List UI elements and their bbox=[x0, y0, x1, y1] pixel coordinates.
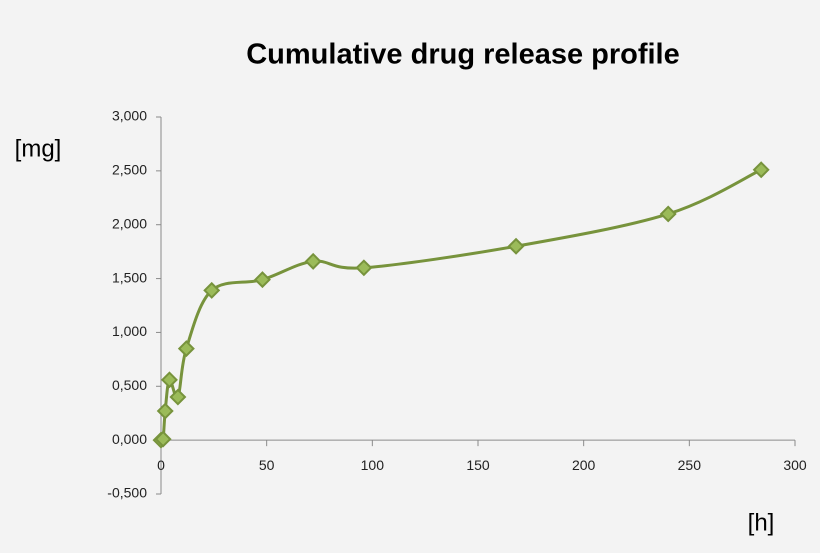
y-tick-label: 1,500 bbox=[112, 269, 147, 285]
y-tick-label: 2,000 bbox=[112, 215, 147, 231]
data-point bbox=[156, 402, 174, 420]
x-tick-label: 250 bbox=[678, 457, 702, 473]
chart-title: Cumulative drug release profile bbox=[246, 39, 680, 71]
data-point bbox=[169, 388, 187, 406]
x-tick-label: 150 bbox=[466, 457, 490, 473]
y-tick-label: 0,500 bbox=[112, 377, 147, 393]
x-tick-label: 100 bbox=[361, 457, 385, 473]
x-tick-label: 300 bbox=[783, 457, 807, 473]
y-tick-label: 2,500 bbox=[112, 162, 147, 178]
x-axis-label: [h] bbox=[748, 509, 775, 536]
data-point bbox=[507, 237, 525, 255]
data-point bbox=[253, 271, 271, 289]
data-point bbox=[177, 340, 195, 358]
data-point bbox=[154, 430, 172, 448]
data-point bbox=[659, 205, 677, 223]
x-tick-label: 50 bbox=[259, 457, 275, 473]
y-tick-label: 3,000 bbox=[112, 108, 147, 124]
y-axis-label: [mg] bbox=[15, 135, 62, 162]
y-tick-label: 0,000 bbox=[112, 431, 147, 447]
data-point bbox=[160, 371, 178, 389]
x-tick-label: 0 bbox=[157, 457, 165, 473]
x-tick-label: 200 bbox=[572, 457, 596, 473]
data-point bbox=[304, 252, 322, 270]
y-tick-label: -0,500 bbox=[107, 485, 147, 501]
data-point bbox=[752, 161, 770, 179]
data-point bbox=[355, 259, 373, 277]
y-tick-label: 1,000 bbox=[112, 323, 147, 339]
data-point bbox=[203, 281, 221, 299]
